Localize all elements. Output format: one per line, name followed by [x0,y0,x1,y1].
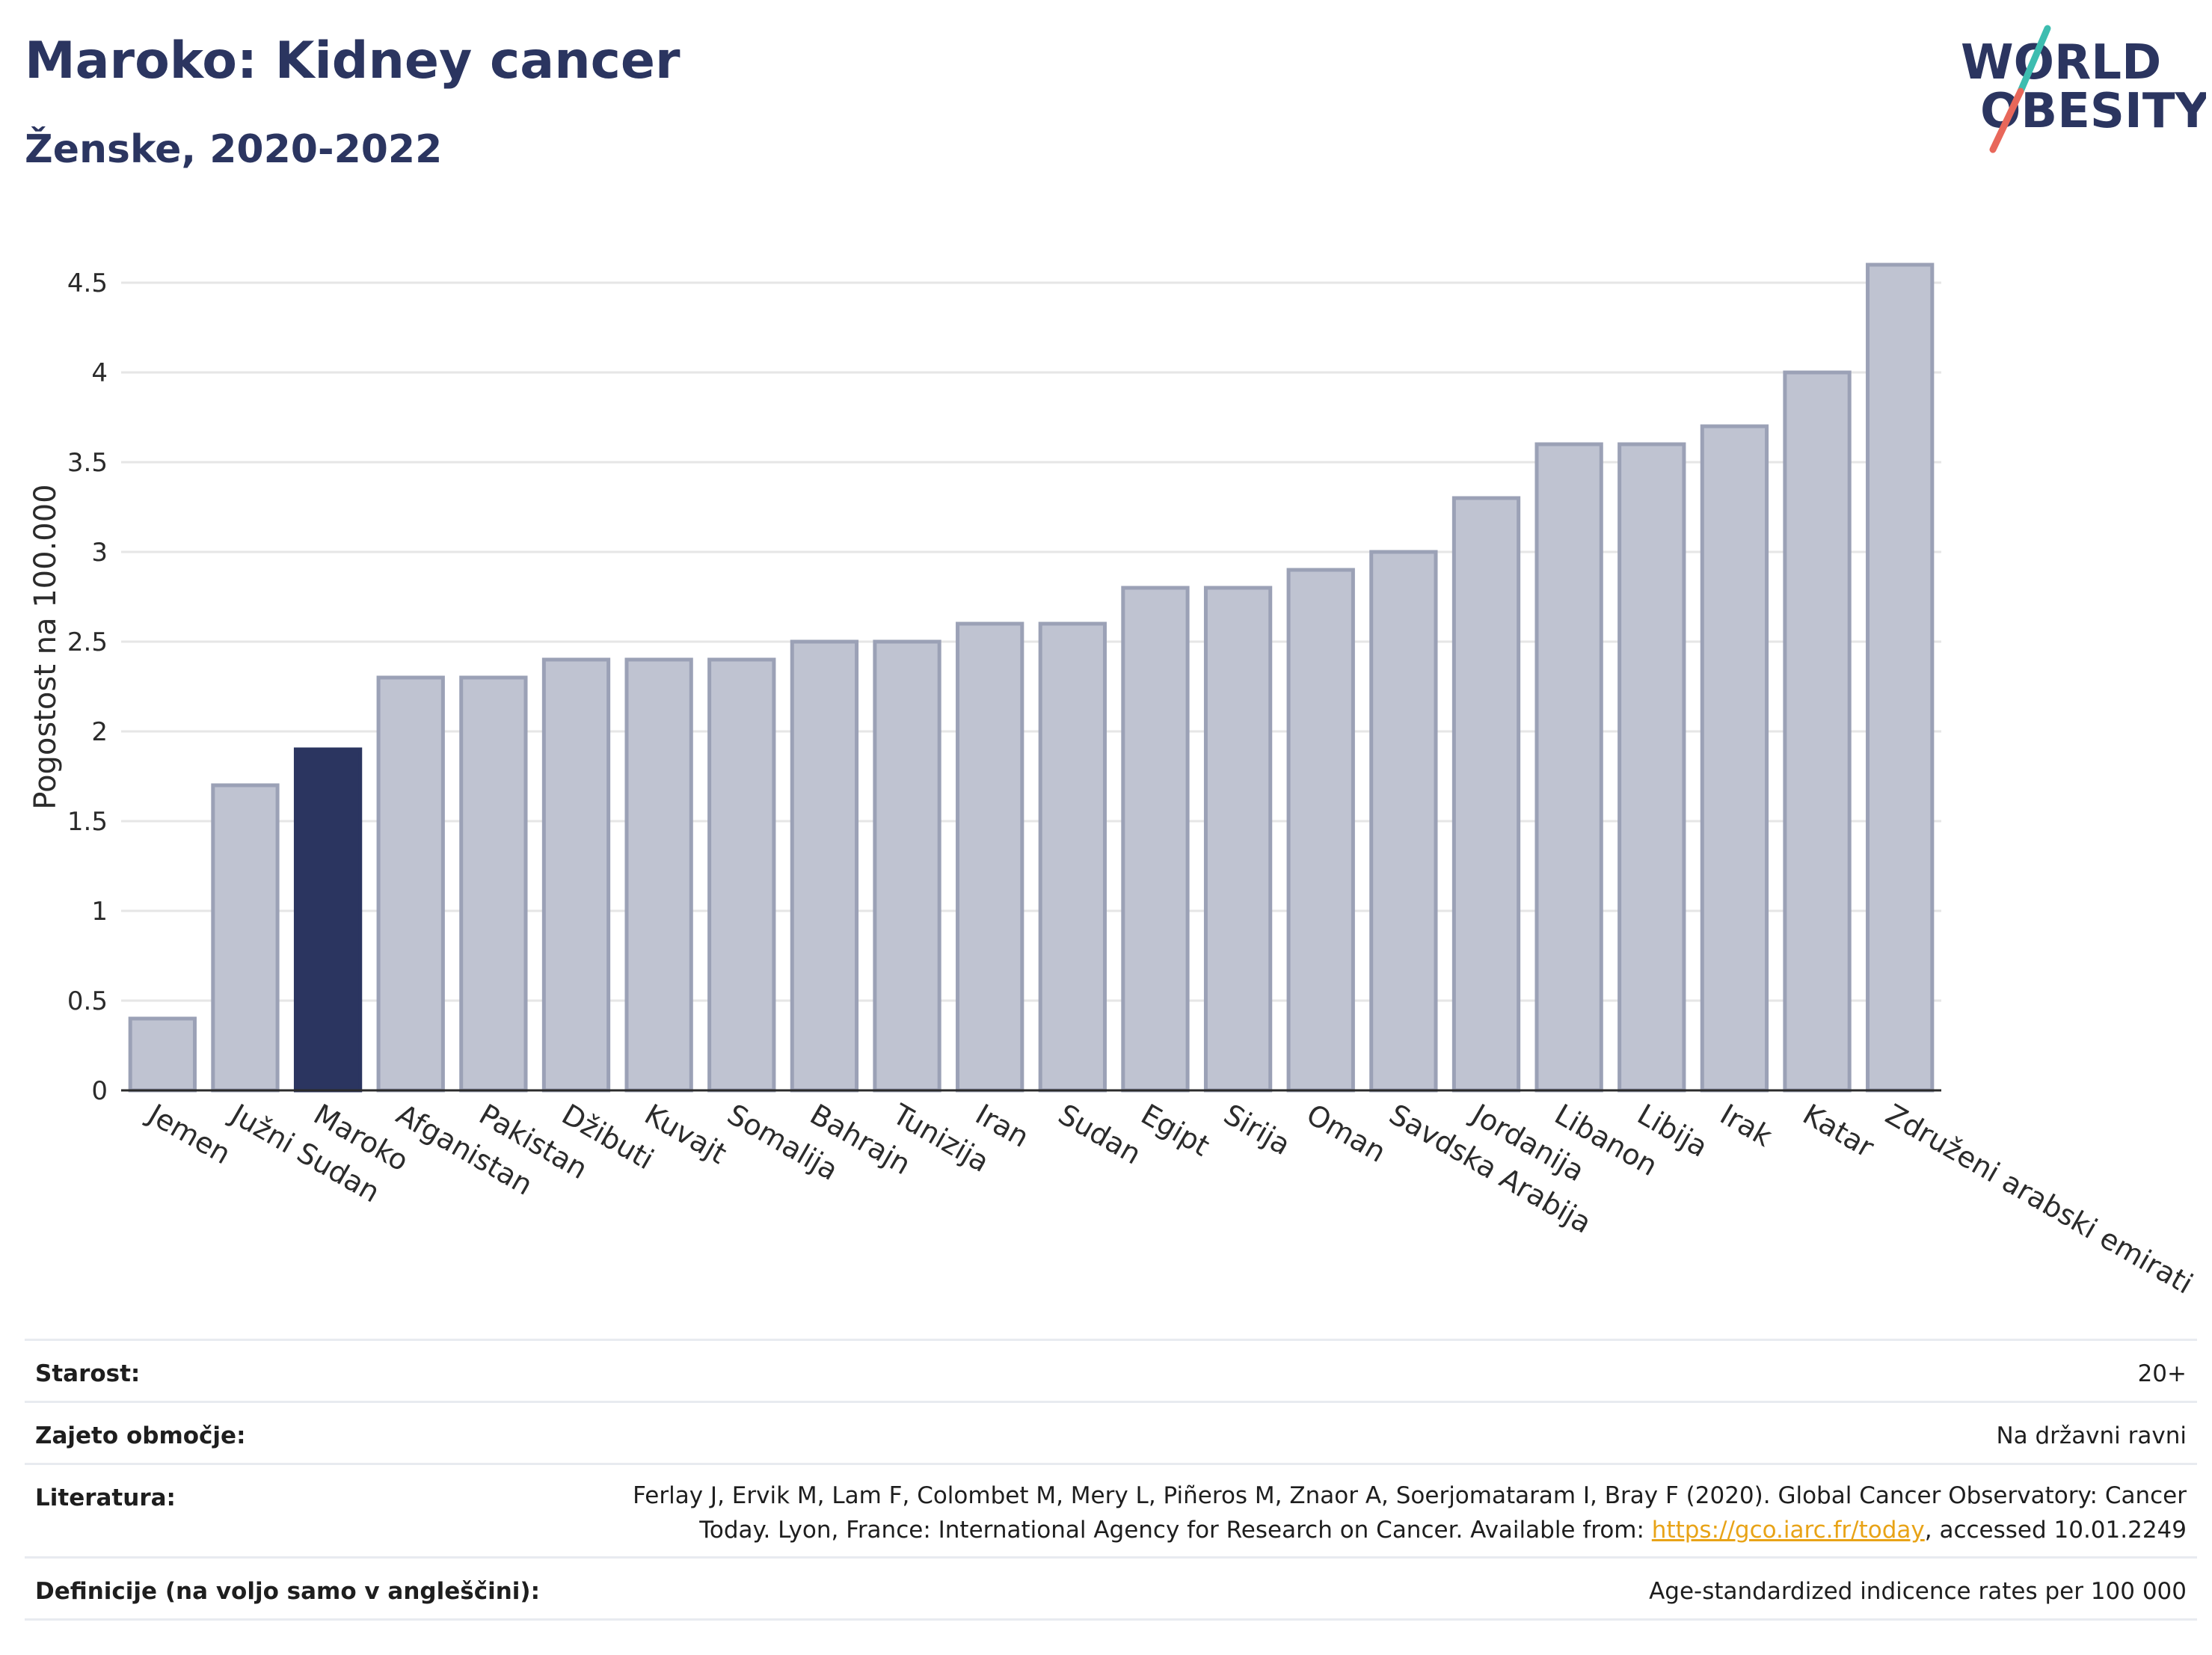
bar-11 [1038,621,1107,1093]
bar-14 [1286,568,1355,1093]
age-value: 20+ [2137,1360,2187,1387]
bar-18 [1617,442,1686,1093]
bar-3 [376,675,445,1093]
x-tick-label: Jemen [141,1097,236,1171]
age-label: Starost: [35,1360,141,1387]
y-tick-label: 0.5 [67,986,108,1016]
page-subtitle: Ženske, 2020-2022 [25,127,443,172]
bar-10 [956,621,1024,1093]
x-tick-label: Oman [1301,1098,1392,1169]
definitions-label: Definicije (na voljo samo v angleščini): [35,1578,540,1605]
y-tick-labels: 0 0.5 1 1.5 2 2.5 3 3.5 4 4.5 [67,268,108,1106]
bars [128,262,1935,1093]
y-axis-label: Pogostost na 100.000 [28,484,63,809]
literature-link[interactable]: https://gco.iarc.fr/today [1651,1517,1925,1544]
bar-20 [1783,370,1852,1093]
y-tick-label: 4.5 [67,268,108,298]
meta-row-area: Zajeto območje: Na državni ravni [25,1401,2197,1463]
x-tick-label: Združeni arabski emirati [1880,1098,2199,1301]
bar-13 [1203,586,1273,1093]
bar-1 [211,783,280,1093]
logo-line1: WORLD [1961,35,2161,90]
y-tick-label: 4 [91,358,108,388]
area-value: Na državni ravni [1996,1422,2187,1449]
bar-9 [873,639,941,1093]
x-tick-label: Egipt [1135,1098,1215,1163]
meta-row-definitions: Definicije (na voljo samo v angleščini):… [25,1556,2197,1621]
bar-8 [790,639,859,1093]
y-tick-label: 3 [91,538,108,568]
meta-row-literature: Literatura: Ferlay J, Ervik M, Lam F, Co… [25,1463,2197,1556]
y-tick-label: 0 [91,1076,108,1106]
y-tick-label: 3.5 [67,448,108,478]
bar-17 [1534,442,1603,1093]
bar-5 [541,657,611,1093]
logo-slash-bottom-icon [1989,87,2024,153]
bar-7 [707,657,776,1093]
x-tick-label: Sirija [1218,1098,1296,1161]
literature-accessed: , accessed 10.01.2249 [1924,1517,2187,1544]
bar-21 [1866,262,1935,1093]
bar-19 [1700,424,1769,1093]
bar-16 [1451,496,1521,1093]
definitions-value: Age-standardized indicence rates per 100… [1649,1578,2187,1605]
bar-12 [1121,586,1190,1093]
page-title: Maroko: Kidney cancer [25,31,681,90]
bar-0 [128,1016,197,1093]
metadata-table: Starost: 20+ Zajeto območje: Na državni … [25,1339,2197,1621]
x-tick-label: Irak [1715,1098,1778,1153]
literature-value: Ferlay J, Ervik M, Lam F, Colombet M, Me… [556,1465,2187,1547]
area-label: Zajeto območje: [35,1422,246,1449]
bar-6 [624,657,693,1093]
x-tick-label: Sudan [1053,1098,1147,1171]
bar-4 [459,675,528,1093]
meta-row-age: Starost: 20+ [25,1339,2197,1401]
x-tick-label: Katar [1798,1098,1880,1164]
world-obesity-logo: WORLD OBESITY [1961,25,2206,153]
x-tick-label: Kuvajt [639,1098,732,1170]
y-tick-label: 1 [91,897,108,927]
bar-2 [293,747,363,1093]
y-tick-label: 2 [91,717,108,747]
literature-text: Ferlay J, Ervik M, Lam F, Colombet M, Me… [633,1482,2187,1544]
y-tick-label: 2.5 [67,627,108,657]
logo-slash-top-icon [2017,25,2051,95]
literature-label: Literatura: [35,1484,176,1511]
y-tick-label: 1.5 [67,807,108,837]
bar-15 [1369,550,1438,1093]
